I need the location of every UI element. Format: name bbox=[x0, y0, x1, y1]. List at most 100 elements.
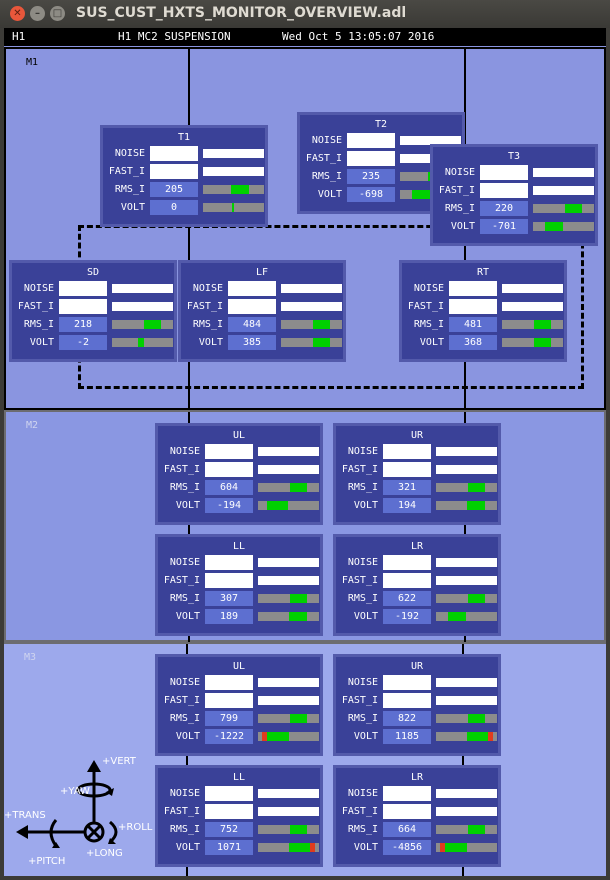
dof-axes-diagram: +VERT +YAW +TRANS +ROLL +LONG +PITCH bbox=[4, 748, 154, 876]
row-label-volt: VOLT bbox=[120, 202, 145, 213]
panel-title: LL bbox=[232, 541, 246, 552]
value-fast_i bbox=[59, 299, 107, 314]
row-noise: NOISE bbox=[181, 281, 343, 297]
meter-fast_i bbox=[258, 696, 319, 705]
row-fast_i: FAST_I bbox=[336, 693, 498, 709]
value-volt: 1185 bbox=[383, 729, 431, 744]
title-bar: ✕ – □ SUS_CUST_HXTS_MONITOR_OVERVIEW.adl bbox=[0, 0, 610, 28]
meter-noise bbox=[112, 284, 173, 293]
row-label-fast_i: FAST_I bbox=[341, 464, 378, 475]
row-label-noise: NOISE bbox=[169, 677, 200, 688]
row-label-rms_i: RMS_I bbox=[413, 319, 444, 330]
row-rms_i: RMS_I 307 bbox=[158, 591, 320, 607]
row-label-volt: VOLT bbox=[198, 337, 223, 348]
panel-title: UL bbox=[232, 661, 246, 672]
value-volt: 0 bbox=[150, 200, 198, 215]
row-fast_i: FAST_I bbox=[336, 573, 498, 589]
coil-panel-m1-t3: T3 NOISE FAST_I RMS_I 220 VOLT -701 bbox=[430, 144, 598, 246]
meter-noise bbox=[400, 136, 461, 145]
meter-fill bbox=[144, 320, 161, 329]
row-label-fast_i: FAST_I bbox=[186, 301, 223, 312]
row-label-noise: NOISE bbox=[169, 446, 200, 457]
meter-noise bbox=[258, 558, 319, 567]
cable-line bbox=[464, 412, 466, 642]
row-label-noise: NOISE bbox=[347, 677, 378, 688]
panel-title: UR bbox=[410, 661, 424, 672]
meter-fill bbox=[468, 825, 485, 834]
row-volt: VOLT 385 bbox=[181, 335, 343, 351]
value-fast_i bbox=[480, 183, 528, 198]
panel-title: UR bbox=[410, 430, 424, 441]
row-label-fast_i: FAST_I bbox=[17, 301, 54, 312]
value-fast_i bbox=[383, 804, 431, 819]
row-noise: NOISE bbox=[158, 675, 320, 691]
row-rms_i: RMS_I 604 bbox=[158, 480, 320, 496]
meter-fill bbox=[232, 203, 234, 212]
section-label: M3 bbox=[24, 652, 37, 663]
coil-panel-m1-rt: RT NOISE FAST_I RMS_I 481 VOLT 368 bbox=[399, 260, 567, 362]
meter-noise bbox=[258, 678, 319, 687]
row-label-fast_i: FAST_I bbox=[341, 806, 378, 817]
row-volt: VOLT -1222 bbox=[158, 729, 320, 745]
value-rms_i: 664 bbox=[383, 822, 431, 837]
meter-fill bbox=[468, 714, 485, 723]
ifo-label: H1 bbox=[12, 30, 26, 43]
row-volt: VOLT -701 bbox=[433, 219, 595, 235]
close-window-button[interactable]: ✕ bbox=[10, 6, 25, 21]
cable-line bbox=[188, 49, 190, 410]
value-rms_i: 622 bbox=[383, 591, 431, 606]
panel-title: LR bbox=[410, 772, 424, 783]
meter-rms_i bbox=[436, 714, 497, 723]
row-label-noise: NOISE bbox=[192, 283, 223, 294]
row-rms_i: RMS_I 481 bbox=[402, 317, 564, 333]
section-label: M2 bbox=[26, 420, 39, 431]
window-title: SUS_CUST_HXTS_MONITOR_OVERVIEW.adl bbox=[76, 5, 407, 21]
value-rms_i: 752 bbox=[205, 822, 253, 837]
meter-fill bbox=[534, 320, 551, 329]
meter-noise bbox=[203, 149, 264, 158]
row-label-noise: NOISE bbox=[311, 135, 342, 146]
cable-line bbox=[186, 644, 188, 876]
meter-volt bbox=[502, 338, 563, 347]
maximize-window-button[interactable]: □ bbox=[50, 6, 65, 21]
meter-rms_i bbox=[258, 483, 319, 492]
value-noise bbox=[150, 146, 198, 161]
meter-noise bbox=[258, 447, 319, 456]
value-volt: -698 bbox=[347, 187, 395, 202]
row-label-volt: VOLT bbox=[29, 337, 54, 348]
row-label-fast_i: FAST_I bbox=[341, 695, 378, 706]
row-fast_i: FAST_I bbox=[158, 693, 320, 709]
axis-label-roll: +ROLL bbox=[118, 822, 153, 833]
row-label-rms_i: RMS_I bbox=[114, 184, 145, 195]
row-volt: VOLT -194 bbox=[158, 498, 320, 514]
coil-panel-m3-ll: LL NOISE FAST_I RMS_I 752 VOLT 1071 bbox=[155, 765, 323, 867]
meter-fill bbox=[290, 825, 307, 834]
axis-label-pitch: +PITCH bbox=[28, 856, 66, 867]
row-rms_i: RMS_I 321 bbox=[336, 480, 498, 496]
row-rms_i: RMS_I 664 bbox=[336, 822, 498, 838]
row-volt: VOLT 1071 bbox=[158, 840, 320, 856]
meter-volt bbox=[533, 222, 594, 231]
row-label-fast_i: FAST_I bbox=[407, 301, 444, 312]
meter-noise bbox=[436, 789, 497, 798]
meter-rms_i bbox=[533, 204, 594, 213]
meter-fast_i bbox=[281, 302, 342, 311]
coil-panel-m1-t2: T2 NOISE FAST_I RMS_I 235 VOLT -698 bbox=[297, 112, 465, 214]
meter-rms_i bbox=[436, 825, 497, 834]
value-fast_i bbox=[150, 164, 198, 179]
value-volt: 189 bbox=[205, 609, 253, 624]
section-label: M1 bbox=[26, 57, 39, 68]
minimize-window-button[interactable]: – bbox=[30, 6, 45, 21]
value-noise bbox=[205, 444, 253, 459]
meter-volt bbox=[258, 501, 319, 510]
row-label-volt: VOLT bbox=[419, 337, 444, 348]
close-icon: ✕ bbox=[13, 8, 22, 19]
meter-fast_i bbox=[436, 465, 497, 474]
value-noise bbox=[480, 165, 528, 180]
meter-fast_i bbox=[533, 186, 594, 195]
row-fast_i: FAST_I bbox=[433, 183, 595, 199]
meter-noise bbox=[281, 284, 342, 293]
panel-title: T2 bbox=[374, 119, 388, 130]
row-fast_i: FAST_I bbox=[336, 804, 498, 820]
row-label-rms_i: RMS_I bbox=[169, 593, 200, 604]
